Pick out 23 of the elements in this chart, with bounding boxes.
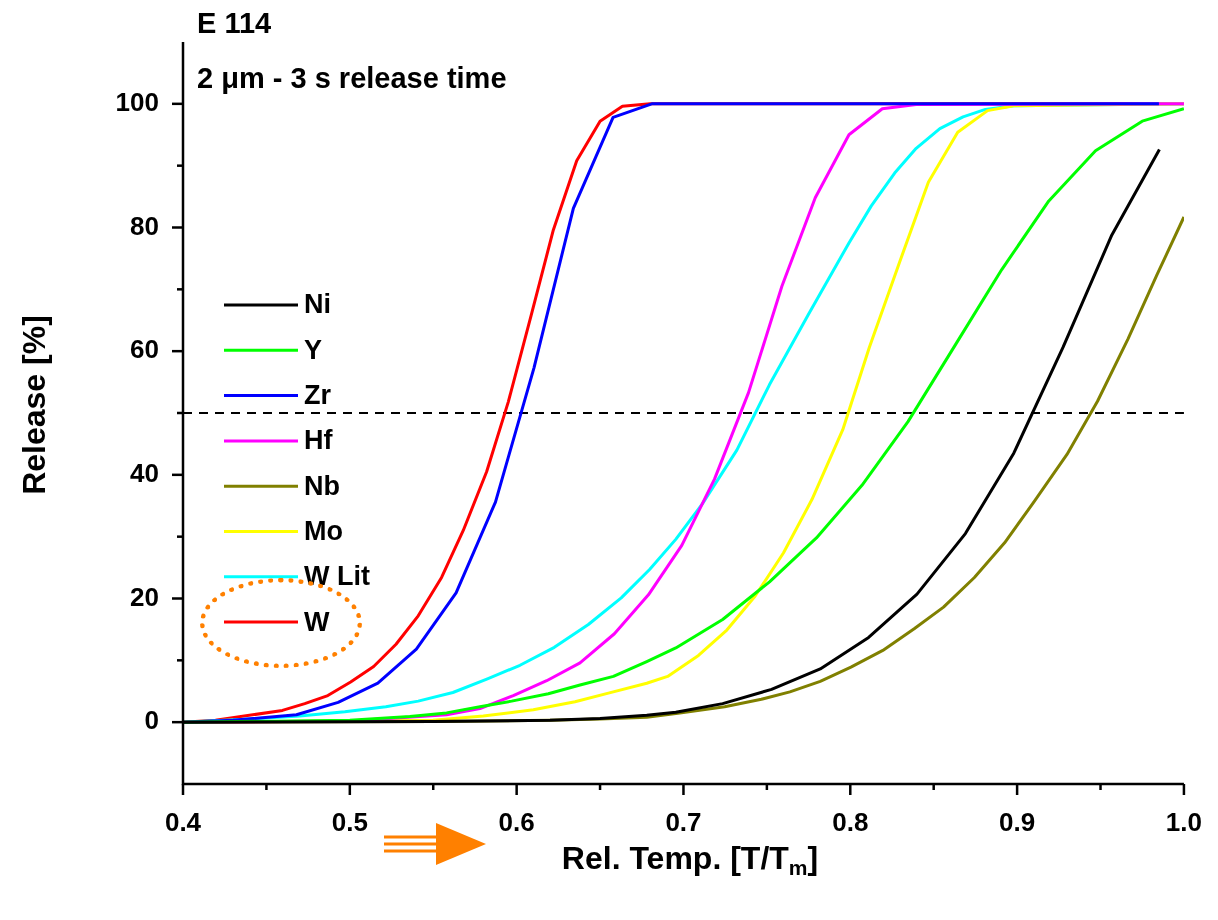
y-tick-label: 100	[115, 87, 159, 118]
chart-title: E 114	[197, 7, 272, 39]
legend-label: Zr	[304, 380, 332, 411]
x-tick-label: 0.4	[164, 806, 202, 837]
legend-label: W	[304, 606, 330, 637]
y-tick-label: 80	[130, 210, 159, 241]
x-tick-label: 0.9	[999, 806, 1036, 837]
y-tick-label: 60	[130, 334, 159, 365]
x-tick-label: 0.8	[832, 806, 869, 837]
y-tick-label: 0	[144, 705, 159, 736]
y-axis-title: Release [%]	[15, 315, 52, 495]
y-tick-label: 20	[130, 581, 159, 612]
y-tick-label: 40	[130, 458, 159, 489]
text: 2 μm - 3 s release time	[197, 62, 507, 94]
x-tick-label: 0.7	[665, 806, 702, 837]
legend-label: Ni	[304, 289, 331, 320]
legend-label: Mo	[304, 515, 343, 546]
x-tick-label: 0.5	[331, 806, 368, 837]
legend-label: Y	[304, 334, 323, 365]
legend-label: Nb	[304, 470, 340, 501]
x-tick-label: 1.0	[1165, 806, 1203, 837]
x-tick-label: 0.6	[498, 806, 535, 837]
legend-label: Hf	[304, 425, 334, 456]
